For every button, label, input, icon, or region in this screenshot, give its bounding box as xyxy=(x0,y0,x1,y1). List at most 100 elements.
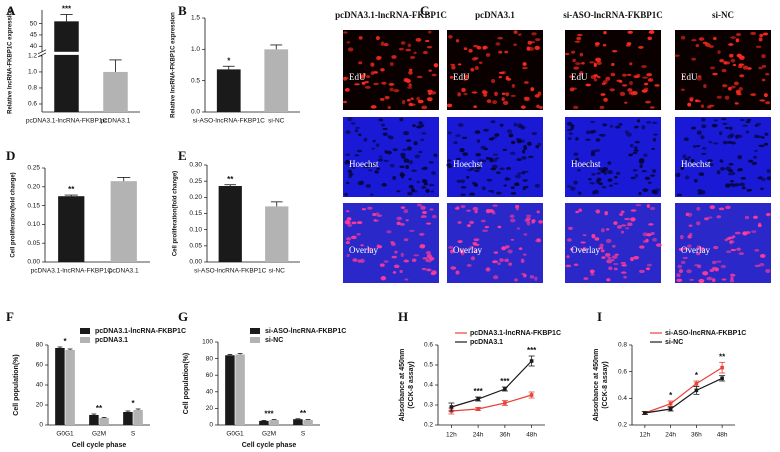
cell-nucleus xyxy=(495,191,502,195)
cell-nucleus xyxy=(485,267,491,272)
cell-nucleus xyxy=(420,215,427,219)
cell-nucleus xyxy=(382,127,388,130)
cell-nucleus xyxy=(678,269,684,274)
cell-nucleus xyxy=(520,105,526,109)
point xyxy=(449,405,454,409)
cell-nucleus xyxy=(569,248,574,251)
cell-nucleus xyxy=(630,257,634,262)
cell-nucleus xyxy=(641,169,647,173)
y-axis-label: Cell population(%) xyxy=(183,353,190,414)
point xyxy=(694,388,699,393)
cell-nucleus xyxy=(347,223,353,228)
y-tick-label: 0.30 xyxy=(189,162,202,169)
cell-nucleus xyxy=(535,145,540,149)
cell-nucleus xyxy=(620,261,626,265)
cell-nucleus xyxy=(651,147,655,151)
image-label: Overlay xyxy=(453,245,482,255)
cell-nucleus xyxy=(758,66,763,70)
cell-nucleus xyxy=(645,267,651,271)
cell-nucleus xyxy=(502,100,509,105)
cell-nucleus xyxy=(700,117,706,122)
cell-nucleus xyxy=(372,139,376,143)
cell-nucleus xyxy=(522,66,528,70)
cell-nucleus xyxy=(577,191,582,195)
cell-nucleus xyxy=(486,178,493,182)
cell-nucleus xyxy=(687,156,692,159)
x-tick-label: pcDNA3.1-lncRNA-FKBP1C xyxy=(26,118,108,125)
cell-nucleus xyxy=(624,130,629,134)
cell-nucleus xyxy=(523,146,528,150)
cell-nucleus xyxy=(639,164,643,168)
x-tick-label: G2M xyxy=(92,431,106,438)
panel-letter: H xyxy=(398,309,408,324)
cell-nucleus xyxy=(527,40,533,45)
cell-nucleus xyxy=(635,204,642,207)
cell-nucleus xyxy=(354,83,360,86)
cell-nucleus xyxy=(694,179,698,183)
cell-nucleus xyxy=(606,278,611,282)
cell-nucleus xyxy=(638,269,645,274)
cell-nucleus xyxy=(399,165,405,169)
bar xyxy=(110,181,137,262)
cell-nucleus xyxy=(641,65,648,68)
cell-nucleus xyxy=(726,250,732,254)
cell-nucleus xyxy=(646,73,653,77)
cell-nucleus xyxy=(431,91,437,95)
point xyxy=(529,359,534,363)
cell-nucleus xyxy=(346,41,351,44)
cell-nucleus xyxy=(345,130,351,135)
cell-nucleus xyxy=(710,66,716,70)
y-tick-label: 0.25 xyxy=(27,165,40,172)
cell-nucleus xyxy=(721,118,727,121)
y-tick-label: 1.0 xyxy=(28,69,37,76)
cell-nucleus xyxy=(498,71,505,75)
cell-nucleus xyxy=(370,193,374,196)
cell-nucleus xyxy=(345,210,350,213)
cell-nucleus xyxy=(485,53,491,57)
cell-nucleus xyxy=(713,245,719,250)
cell-nucleus xyxy=(502,246,508,250)
x-tick-label: si-ASO-lncRNA-FKBP1C xyxy=(194,268,267,275)
cell-nucleus xyxy=(539,105,543,110)
cell-nucleus xyxy=(370,62,375,67)
cell-nucleus xyxy=(399,269,403,273)
cell-nucleus xyxy=(347,174,353,179)
cell-nucleus xyxy=(375,143,380,147)
cell-nucleus xyxy=(627,73,632,76)
cell-nucleus xyxy=(649,106,655,109)
bar xyxy=(216,69,241,112)
cell-nucleus xyxy=(687,234,692,239)
cell-nucleus xyxy=(466,168,473,172)
significance: ** xyxy=(300,409,307,418)
cell-nucleus xyxy=(709,205,716,210)
cell-nucleus xyxy=(499,167,505,170)
cell-nucleus xyxy=(402,148,408,151)
cell-nucleus xyxy=(654,84,660,87)
cell-nucleus xyxy=(447,164,453,169)
cell-nucleus xyxy=(495,42,501,46)
cell-nucleus xyxy=(416,180,420,184)
cell-nucleus xyxy=(405,164,409,170)
cell-nucleus xyxy=(571,50,576,54)
cell-nucleus xyxy=(401,155,406,159)
cell-nucleus xyxy=(352,258,358,262)
cell-nucleus xyxy=(741,186,746,190)
cell-nucleus xyxy=(493,251,499,254)
significance: * xyxy=(63,337,67,346)
cell-nucleus xyxy=(383,42,389,47)
cell-nucleus xyxy=(630,143,634,148)
cell-nucleus xyxy=(636,119,641,123)
cell-nucleus xyxy=(404,278,409,281)
cell-nucleus xyxy=(422,210,427,214)
cell-nucleus xyxy=(698,278,705,284)
y-tick-label: 0.2 xyxy=(618,422,627,429)
cell-nucleus xyxy=(594,237,600,241)
cell-nucleus xyxy=(582,164,588,168)
cell-nucleus xyxy=(494,91,498,96)
cell-nucleus xyxy=(701,147,707,150)
cell-nucleus xyxy=(609,124,614,128)
cell-nucleus xyxy=(474,66,479,70)
cell-nucleus xyxy=(764,132,769,136)
cell-nucleus xyxy=(456,179,462,183)
cell-nucleus xyxy=(408,70,413,75)
